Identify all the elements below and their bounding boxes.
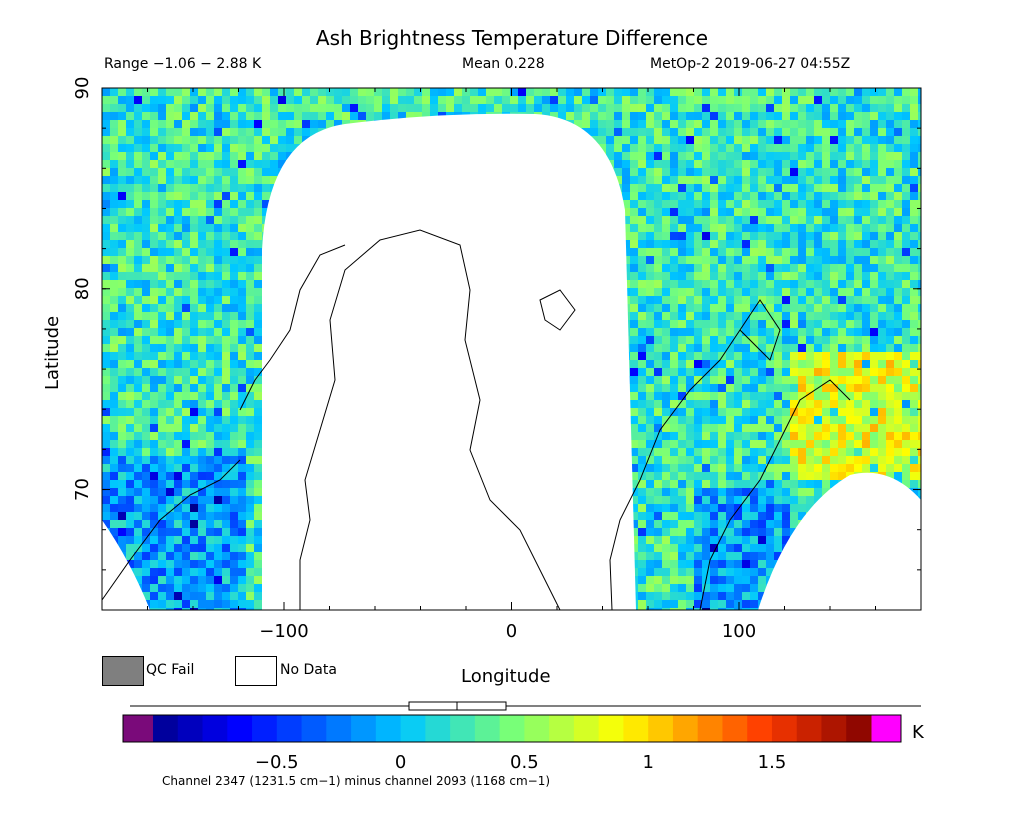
colorbar-segment [623,715,649,742]
colorbar-segment [821,715,847,742]
colorbar-tick-label: 0.5 [510,752,539,773]
colorbar-segment [177,715,204,742]
qc-fail-label: QC Fail [146,662,195,678]
x-axis-label: Longitude [461,666,551,687]
colorbar-tick-label: −0.5 [255,752,299,773]
colorbar-segment [499,715,525,742]
colorbar-segment [796,715,822,742]
colorbar-segment [524,715,550,742]
x-tick-label: 100 [722,621,756,642]
colorbar-segment [276,715,303,742]
colorbar-segment [326,715,352,742]
colorbar-frame [122,714,902,743]
colorbar-segment [672,715,699,742]
colorbar-segment [450,715,476,742]
coastline [299,229,561,610]
colorbar-segment [573,715,600,742]
colorbar-segment [351,715,377,742]
x-tick-label: −100 [259,621,308,642]
colorbar-segment [375,715,402,742]
mean-text: Mean 0.228 [462,56,545,72]
coastline [699,379,851,610]
x-tick-label: 0 [506,621,517,642]
colorbar-segment [153,715,179,742]
colorbar-tick-label: 1.5 [758,752,787,773]
colorbar-over [871,715,901,742]
satellite-text: MetOp-2 2019-06-27 04:55Z [650,56,851,72]
colorbar-segment [202,715,228,742]
heatmap-cells [102,88,921,610]
colorbar-segment [648,715,674,742]
coastline [239,244,346,411]
colorbar-segment [771,715,798,742]
coastline [539,289,576,331]
no-data-label: No Data [280,662,337,678]
coastline [609,329,741,610]
colorbar-segment [474,715,501,742]
colorbar-segment [697,715,723,742]
colorbar-segment [227,715,253,742]
colorbar-segment [747,715,773,742]
y-tick-label: 70 [72,478,93,501]
colorbar-tick-label: 0 [395,752,406,773]
colorbar-segment [598,715,624,742]
chart-title: Ash Brightness Temperature Difference [315,26,709,50]
colorbar-tick-label: 1 [642,752,653,773]
colorbar-segment [846,715,872,742]
y-tick-label: 80 [72,277,93,300]
no-data-swatch [235,656,277,686]
colorbar-segment [400,715,426,742]
colorbar-under [123,715,153,742]
y-tick-label: 90 [72,77,93,100]
colorbar-segment [722,715,748,742]
no-data-region [262,113,636,610]
colorbar-segment [425,715,451,742]
coastline [102,459,241,601]
colorbar-segment [301,715,327,742]
range-text: Range −1.06 − 2.88 K [104,56,262,72]
colorbar-units-label: K [912,722,925,743]
no-data-region [758,472,921,610]
footnote: Channel 2347 (1231.5 cm−1) minus channel… [162,774,551,788]
coastline [739,299,781,361]
colorbar-segment [549,715,575,742]
qc-fail-swatch [102,656,144,686]
colorbar-segment [252,715,278,742]
